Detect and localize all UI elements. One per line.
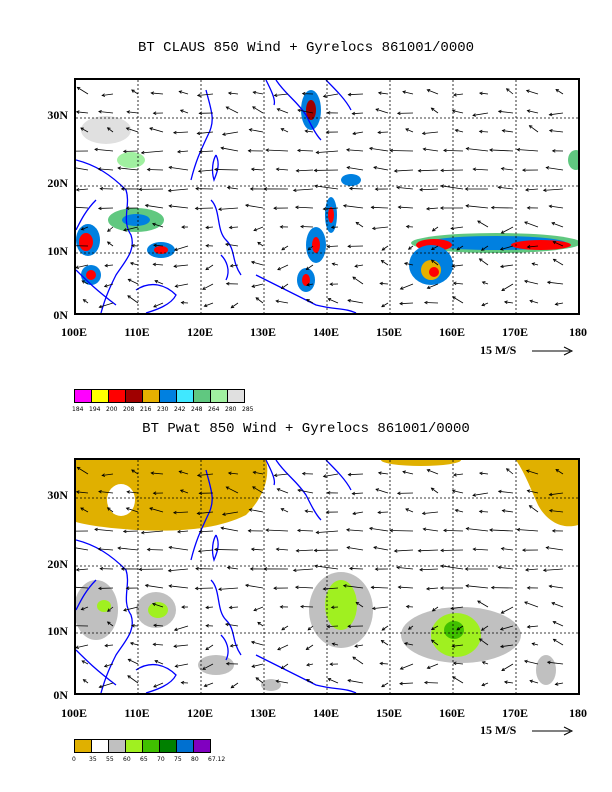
top-colorbar-swatch [125,389,143,403]
top-colorbar-label: 208 [123,406,135,413]
bottom-colorbar-swatch [91,739,109,753]
top-colorbar-label: 264 [208,406,220,413]
top-colorbar-swatch [74,389,92,403]
bottom-map-canvas [76,460,578,693]
bottom-map-title: BT Pwat 850 Wind + Gyrelocs 861001/0000 [142,421,470,437]
top-map-title: BT CLAUS 850 Wind + Gyrelocs 861001/0000 [137,40,475,56]
bottom-colorbar-label: 67.12 [208,756,226,763]
top-colorbar-label: 216 [140,406,152,413]
bottom-lon-label-160e: 160E [438,706,465,720]
top-colorbar-swatch [227,389,245,403]
graticule [76,460,578,693]
bottom-colorbar-label: 0 [72,756,76,763]
top-colorbar-label: 230 [157,406,169,413]
graticule [76,80,578,313]
cloud-shading [76,90,578,292]
bottom-lon-label-150e: 150E [375,706,402,720]
bottom-colorbar-swatch [142,739,160,753]
bottom-lat-label-20n: 20N [47,557,68,571]
top-colorbar-label: 280 [225,406,237,413]
top-lon-label-120e: 120E [186,325,213,339]
bottom-colorbar-swatch [176,739,194,753]
top-lat-label-10n: 10N [47,244,68,258]
bottom-lon-label-130e: 130E [249,706,276,720]
top-lon-label-180: 180 [569,325,587,339]
wind-vectors [76,86,564,309]
top-colorbar-swatch [142,389,160,403]
top-colorbar-swatch [91,389,109,403]
top-colorbar-label: 184 [72,406,84,413]
pwat-shading [76,460,578,691]
bottom-colorbar-label: 35 [89,756,97,763]
top-lon-label-140e: 140E [312,325,339,339]
bottom-colorbar-swatch [125,739,143,753]
bottom-lon-label-110e: 110E [124,706,150,720]
bottom-scale-arrow-icon [532,726,574,736]
bottom-colorbar-label: 55 [106,756,114,763]
top-lon-label-100e: 100E [60,325,87,339]
top-map-panel [74,78,580,315]
top-lon-label-170e: 170E [501,325,528,339]
bottom-lat-label-30n: 30N [47,488,68,502]
bottom-colorbar-label: 75 [174,756,182,763]
coastlines [76,460,357,693]
top-colorbar-label: 194 [89,406,101,413]
top-colorbar-swatch [210,389,228,403]
coastlines [76,80,357,313]
top-scale-label: 15 M/S [480,343,517,357]
top-lat-label-0n: 0N [53,308,68,322]
bottom-lat-label-0n: 0N [53,688,68,702]
top-lat-label-20n: 20N [47,176,68,190]
bottom-map-panel [74,458,580,695]
bottom-colorbar-swatch [74,739,92,753]
bottom-lon-label-180: 180 [569,706,587,720]
top-colorbar [74,389,245,403]
top-lon-label-130e: 130E [249,325,276,339]
bottom-lon-label-100e: 100E [60,706,87,720]
top-colorbar-label: 200 [106,406,118,413]
bottom-colorbar-label: 60 [123,756,131,763]
bottom-lon-label-140e: 140E [312,706,339,720]
top-map-canvas [76,80,578,313]
top-lon-label-110e: 110E [124,325,150,339]
top-colorbar-label: 248 [191,406,203,413]
bottom-colorbar-swatch [159,739,177,753]
bottom-lon-label-170e: 170E [501,706,528,720]
top-colorbar-swatch [193,389,211,403]
bottom-colorbar-swatch [108,739,126,753]
bottom-colorbar-swatch [193,739,211,753]
top-colorbar-swatch [159,389,177,403]
top-lon-label-160e: 160E [438,325,465,339]
top-colorbar-label: 285 [242,406,254,413]
bottom-scale-label: 15 M/S [480,723,517,737]
top-scale-arrow-icon [532,346,574,356]
bottom-colorbar-label: 65 [140,756,148,763]
wind-vectors [76,466,564,689]
top-lat-label-30n: 30N [47,108,68,122]
top-lon-label-150e: 150E [375,325,402,339]
bottom-colorbar-label: 80 [191,756,199,763]
top-colorbar-swatch [108,389,126,403]
bottom-colorbar [74,739,211,753]
bottom-lat-label-10n: 10N [47,624,68,638]
bottom-colorbar-label: 70 [157,756,165,763]
top-colorbar-swatch [176,389,194,403]
bottom-lon-label-120e: 120E [186,706,213,720]
top-colorbar-label: 242 [174,406,186,413]
